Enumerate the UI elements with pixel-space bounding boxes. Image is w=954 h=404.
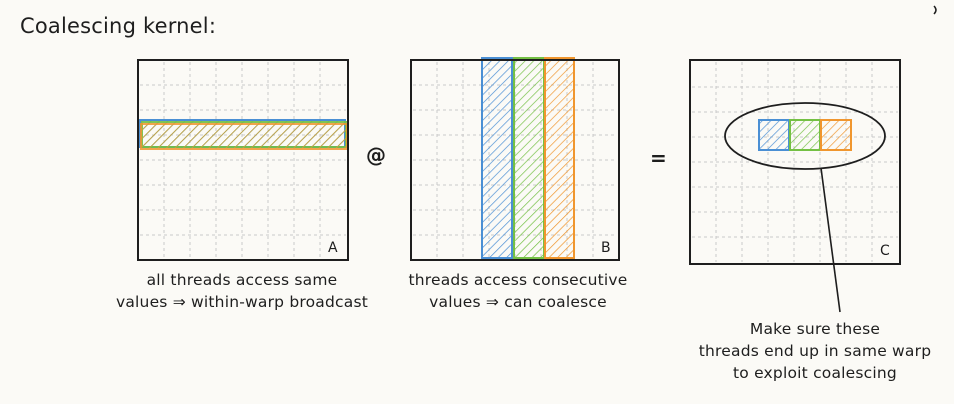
warp-ellipse <box>724 102 886 170</box>
caption-a-line2: values ⇒ within-warp broadcast <box>115 293 369 311</box>
caption-b-line1: threads access consecutive <box>408 271 628 289</box>
matrix-a-label: A <box>328 240 338 256</box>
caption-c-line1: Make sure these <box>749 320 881 338</box>
stray-mark <box>933 5 937 15</box>
matrix-a-border <box>137 59 349 261</box>
matrix-b-border <box>410 59 620 261</box>
row-highlight-orange <box>140 123 348 150</box>
callout-line <box>820 167 841 313</box>
matrix-c-label: C <box>880 243 890 259</box>
column-green <box>513 57 545 259</box>
caption-c-line2: threads end up in same warp <box>698 342 932 360</box>
caption-c: Make sure these threads end up in same w… <box>685 318 945 384</box>
column-orange <box>544 57 575 259</box>
cell-blue <box>758 119 790 151</box>
caption-c-line3: to exploit coalescing <box>733 364 897 382</box>
column-blue <box>481 57 513 259</box>
caption-b-line2: values ⇒ can coalesce <box>429 293 607 311</box>
page-title: Coalescing kernel: <box>20 14 217 38</box>
row-highlight <box>139 119 348 150</box>
equals-operator: = <box>650 146 667 170</box>
cell-orange <box>820 119 852 151</box>
matrix-b-label: B <box>601 240 611 256</box>
matmul-operator: @ <box>366 143 387 167</box>
caption-a: all threads access same values ⇒ within-… <box>92 269 392 313</box>
matrix-a <box>137 59 349 261</box>
matrix-b <box>410 57 620 261</box>
caption-b: threads access consecutive values ⇒ can … <box>383 269 653 313</box>
caption-a-line1: all threads access same <box>146 271 338 289</box>
matrix-a-grid <box>140 62 346 258</box>
matrix-c <box>689 59 901 313</box>
cell-green <box>789 119 821 151</box>
matrix-c-border <box>689 59 901 265</box>
